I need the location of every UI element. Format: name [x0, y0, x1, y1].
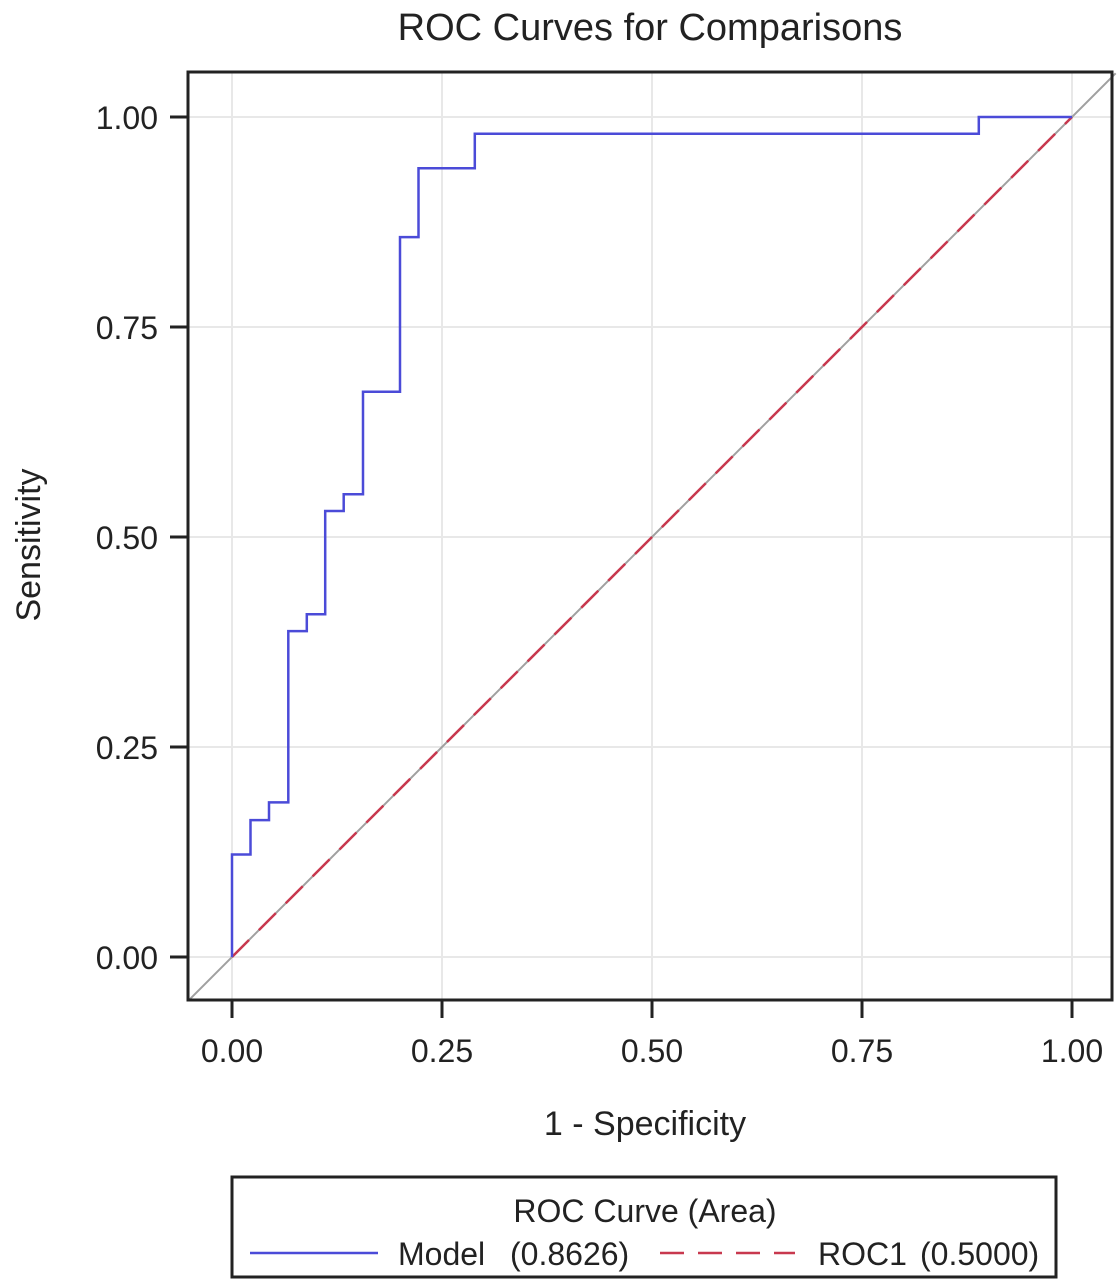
y-tick-label: 1.00: [96, 100, 158, 136]
series-line-model: [230, 115, 1072, 957]
x-axis-label: 1 - Specificity: [544, 1105, 746, 1143]
y-tick-label: 0.00: [96, 940, 158, 976]
series-lines: [230, 115, 1073, 958]
legend-label-model: Model: [398, 1236, 485, 1272]
x-axis: 0.00 0.25 0.50 0.75 1.00: [201, 1000, 1103, 1069]
x-tick-label: 0.75: [831, 1033, 893, 1069]
gridlines: [188, 72, 1112, 1000]
y-axis-label: Sensitivity: [10, 468, 48, 621]
legend-title: ROC Curve (Area): [513, 1193, 776, 1229]
legend-value-roc1: (0.5000): [920, 1236, 1039, 1272]
y-tick-label: 0.75: [96, 310, 158, 346]
x-tick-label: 0.00: [201, 1033, 263, 1069]
y-tick-label: 0.25: [96, 730, 158, 766]
legend: ROC Curve (Area) Model (0.8626) ROC1 (0.…: [230, 1175, 1058, 1279]
series-line-roc1: [231, 116, 1073, 958]
legend-value-model: (0.8626): [510, 1236, 629, 1272]
legend-frame: [230, 1175, 1058, 1279]
y-tick-label: 0.50: [96, 520, 158, 556]
legend-label-roc1: ROC1: [818, 1236, 907, 1272]
x-tick-label: 1.00: [1041, 1033, 1103, 1069]
chart-title: ROC Curves for Comparisons: [398, 7, 903, 49]
x-tick-label: 0.50: [621, 1033, 683, 1069]
y-axis: 0.00 0.25 0.50 0.75 1.00: [96, 100, 188, 976]
x-tick-label: 0.25: [411, 1033, 473, 1069]
